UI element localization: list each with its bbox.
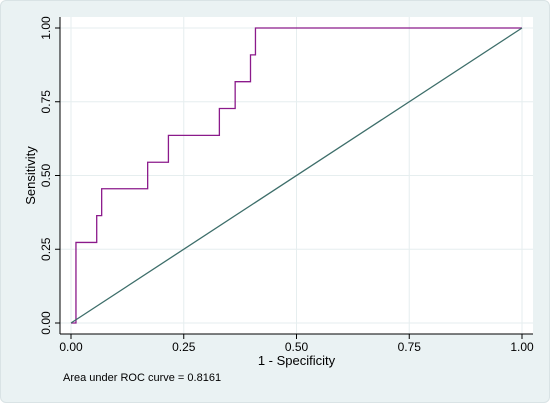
roc-curve-line bbox=[71, 27, 522, 324]
y-axis-title: Sensitivity bbox=[23, 146, 38, 205]
x-tick-label: 0.50 bbox=[285, 340, 309, 354]
x-tick-label: 0.25 bbox=[172, 340, 196, 354]
auc-annotation: Area under ROC curve = 0.8161 bbox=[63, 372, 221, 384]
x-tick-label: 1.00 bbox=[510, 340, 534, 354]
x-tick-label: 0.00 bbox=[59, 340, 83, 354]
reference-diagonal-line bbox=[70, 27, 523, 324]
x-axis-title: 1 - Specificity bbox=[258, 353, 336, 368]
y-tick-label: 1.00 bbox=[39, 16, 53, 40]
x-tick-label: 0.75 bbox=[398, 340, 422, 354]
axes: 0.00 0.25 0.50 0.75 1.00 0.00 0.25 0.50 0.75 1.00 bbox=[39, 16, 534, 354]
series-layer bbox=[70, 27, 523, 324]
y-tick-label: 0.75 bbox=[39, 90, 53, 114]
y-tick-label: 0.50 bbox=[39, 163, 53, 187]
y-tick-label: 0.00 bbox=[39, 311, 53, 335]
y-tick-label: 0.25 bbox=[39, 237, 53, 261]
